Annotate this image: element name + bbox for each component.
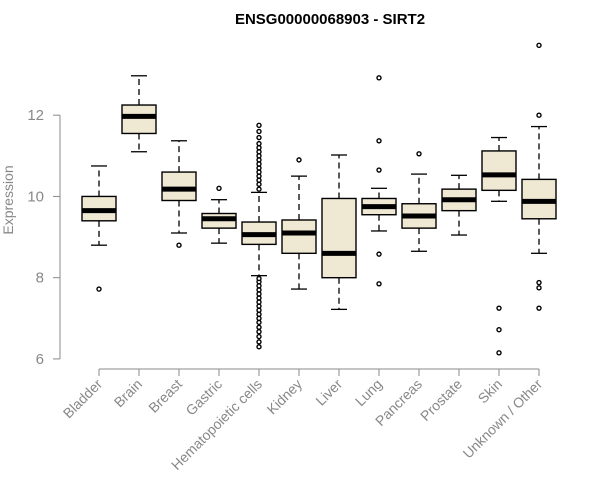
x-tick-label: Bladder (60, 376, 106, 422)
box-group (401, 151, 437, 252)
box-iqr (281, 219, 317, 255)
outlier-point (376, 167, 382, 173)
box-group (241, 122, 277, 350)
outlier-point (416, 151, 422, 157)
x-tick-label: Kidney (264, 376, 306, 418)
outlier-point (176, 242, 182, 248)
outlier-point (256, 275, 262, 282)
y-axis: 6 8 10 12 (27, 107, 61, 368)
box-group (521, 42, 557, 311)
outlier-point (256, 324, 262, 330)
outlier-point (536, 305, 542, 311)
outlier-point (536, 42, 542, 49)
box-iqr (321, 197, 357, 279)
outlier-point (536, 279, 542, 286)
outlier-point (376, 75, 382, 81)
outlier-point (256, 344, 262, 350)
outlier-point (536, 285, 542, 291)
box-iqr (481, 150, 517, 192)
chart-title: ENSG00000068903 - SIRT2 (235, 11, 425, 28)
x-tick-label: Liver (312, 376, 345, 409)
x-tick-label: Lung (352, 376, 385, 409)
y-tick-label: 12 (27, 107, 44, 124)
box-group (481, 136, 517, 356)
outlier-point (256, 128, 262, 135)
y-axis-label: Expression (0, 165, 16, 234)
box-group (361, 75, 397, 287)
y-tick-label: 10 (27, 188, 44, 205)
outlier-point (256, 329, 262, 335)
outlier-point (256, 134, 262, 141)
box-group (161, 140, 197, 248)
box-group (281, 157, 317, 290)
outlier-point (376, 281, 382, 287)
box-iqr (161, 171, 197, 202)
x-tick-label: Prostate (417, 376, 465, 424)
y-tick-label: 6 (36, 351, 44, 368)
y-tick-label: 8 (36, 270, 44, 287)
box-iqr (121, 104, 157, 135)
outlier-point (296, 157, 302, 163)
outlier-point (256, 186, 262, 192)
outlier-point (256, 339, 262, 345)
outlier-point (496, 350, 502, 356)
box-group (201, 185, 237, 244)
outlier-point (496, 326, 502, 333)
box-group (81, 165, 117, 292)
box-series (81, 42, 557, 356)
x-tick-label: Brain (111, 376, 145, 410)
outlier-point (216, 185, 222, 192)
outlier-point (536, 112, 542, 118)
outlier-point (96, 286, 102, 292)
box-group (321, 154, 357, 311)
outlier-point (376, 251, 382, 257)
x-tick-label: Breast (145, 376, 185, 416)
outlier-point (496, 305, 502, 311)
box-group (121, 75, 157, 153)
outlier-point (256, 140, 262, 147)
outlier-point (256, 122, 262, 129)
box-group (441, 174, 477, 236)
x-tick-label: Skin (475, 376, 506, 407)
outlier-point (256, 333, 262, 340)
outlier-point (376, 138, 382, 144)
